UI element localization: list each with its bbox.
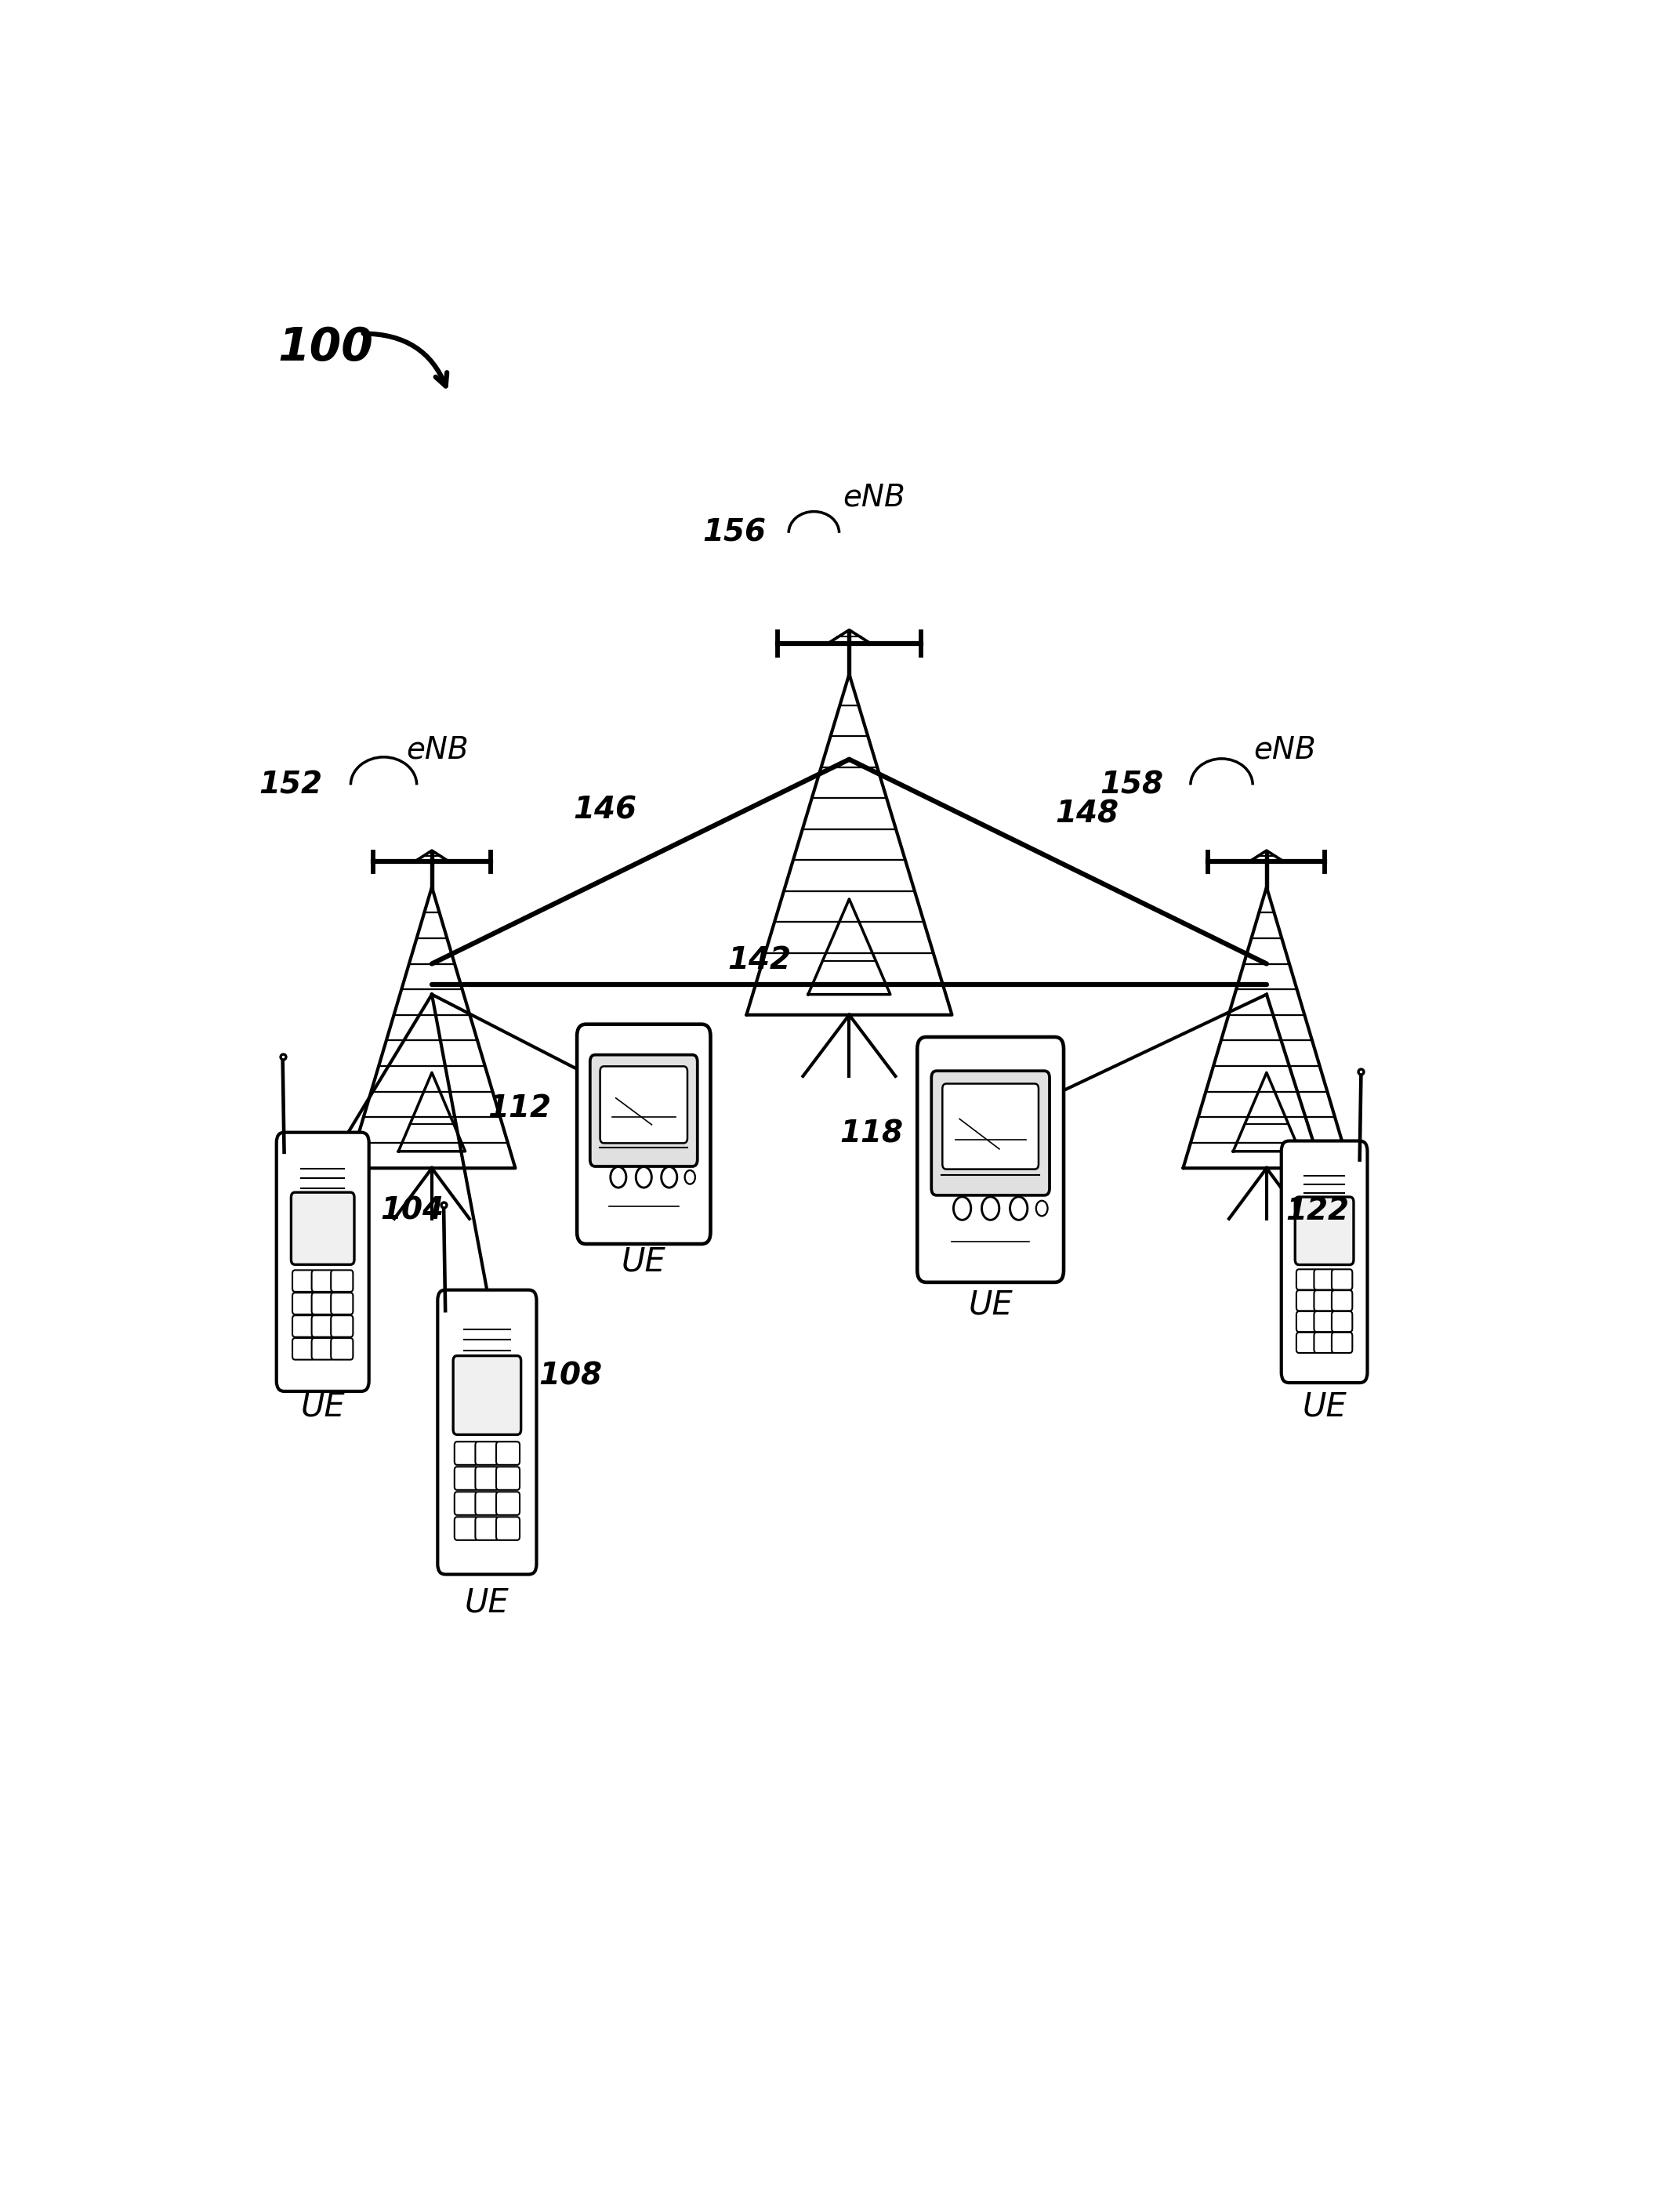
FancyBboxPatch shape — [1332, 1270, 1352, 1290]
Text: eNB: eNB — [406, 734, 469, 765]
FancyBboxPatch shape — [495, 1442, 520, 1464]
FancyBboxPatch shape — [292, 1316, 315, 1336]
FancyBboxPatch shape — [476, 1442, 499, 1464]
FancyBboxPatch shape — [312, 1316, 333, 1336]
FancyBboxPatch shape — [1296, 1332, 1317, 1354]
FancyBboxPatch shape — [331, 1292, 353, 1314]
Text: 112: 112 — [487, 1093, 552, 1124]
Text: 148: 148 — [1056, 799, 1118, 830]
FancyBboxPatch shape — [476, 1517, 499, 1540]
Circle shape — [610, 1166, 626, 1188]
Text: 108: 108 — [539, 1360, 601, 1391]
Text: UE: UE — [968, 1287, 1012, 1321]
Text: 146: 146 — [573, 796, 636, 825]
FancyBboxPatch shape — [292, 1270, 315, 1292]
Circle shape — [1011, 1197, 1027, 1221]
FancyBboxPatch shape — [495, 1491, 520, 1515]
FancyBboxPatch shape — [452, 1356, 520, 1436]
Text: 122: 122 — [1286, 1197, 1349, 1225]
FancyBboxPatch shape — [1296, 1197, 1354, 1265]
FancyBboxPatch shape — [590, 1055, 698, 1166]
FancyBboxPatch shape — [1332, 1332, 1352, 1354]
FancyBboxPatch shape — [918, 1037, 1064, 1283]
FancyBboxPatch shape — [312, 1270, 333, 1292]
FancyBboxPatch shape — [1332, 1290, 1352, 1312]
FancyBboxPatch shape — [331, 1270, 353, 1292]
FancyBboxPatch shape — [292, 1338, 315, 1360]
FancyBboxPatch shape — [943, 1084, 1039, 1170]
FancyBboxPatch shape — [600, 1066, 688, 1144]
FancyBboxPatch shape — [437, 1290, 537, 1575]
Text: 104: 104 — [381, 1197, 444, 1225]
FancyBboxPatch shape — [1296, 1270, 1317, 1290]
FancyBboxPatch shape — [1332, 1312, 1352, 1332]
FancyBboxPatch shape — [292, 1192, 355, 1265]
FancyBboxPatch shape — [931, 1071, 1049, 1194]
FancyBboxPatch shape — [454, 1517, 477, 1540]
FancyBboxPatch shape — [454, 1467, 477, 1491]
Text: UE: UE — [1302, 1389, 1347, 1422]
Circle shape — [636, 1166, 651, 1188]
FancyBboxPatch shape — [1314, 1270, 1334, 1290]
FancyBboxPatch shape — [1296, 1312, 1317, 1332]
Text: 100: 100 — [278, 325, 373, 369]
FancyBboxPatch shape — [277, 1133, 370, 1391]
Text: UE: UE — [621, 1245, 666, 1279]
FancyBboxPatch shape — [292, 1292, 315, 1314]
FancyBboxPatch shape — [476, 1491, 499, 1515]
Text: UE: UE — [466, 1586, 509, 1619]
Text: eNB: eNB — [843, 482, 905, 513]
FancyBboxPatch shape — [495, 1467, 520, 1491]
Circle shape — [1036, 1201, 1047, 1217]
Circle shape — [981, 1197, 999, 1221]
FancyBboxPatch shape — [1281, 1141, 1367, 1382]
FancyBboxPatch shape — [454, 1442, 477, 1464]
FancyBboxPatch shape — [312, 1292, 333, 1314]
FancyBboxPatch shape — [454, 1491, 477, 1515]
FancyBboxPatch shape — [495, 1517, 520, 1540]
Text: 152: 152 — [258, 770, 323, 801]
FancyBboxPatch shape — [331, 1316, 353, 1336]
FancyBboxPatch shape — [331, 1338, 353, 1360]
Text: 142: 142 — [727, 945, 790, 975]
Text: 156: 156 — [703, 518, 766, 549]
FancyBboxPatch shape — [1314, 1290, 1334, 1312]
Circle shape — [661, 1166, 678, 1188]
FancyBboxPatch shape — [476, 1467, 499, 1491]
FancyBboxPatch shape — [1296, 1290, 1317, 1312]
FancyBboxPatch shape — [312, 1338, 333, 1360]
FancyBboxPatch shape — [1314, 1332, 1334, 1354]
Circle shape — [953, 1197, 971, 1221]
Text: 158: 158 — [1100, 770, 1163, 801]
Text: UE: UE — [300, 1389, 345, 1422]
FancyArrowPatch shape — [363, 334, 447, 387]
FancyBboxPatch shape — [1314, 1312, 1334, 1332]
FancyBboxPatch shape — [577, 1024, 711, 1243]
Text: eNB: eNB — [1254, 734, 1316, 765]
Circle shape — [684, 1170, 696, 1183]
Text: 118: 118 — [840, 1119, 903, 1148]
